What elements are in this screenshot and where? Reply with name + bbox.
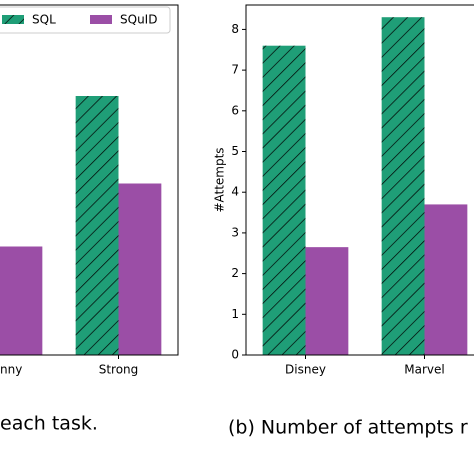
legend-hatch [2, 15, 24, 24]
bar-hatch [75, 96, 119, 355]
bar-hatch [262, 45, 306, 356]
x-tick-label: nny [0, 363, 22, 377]
y-tick-label: 0 [231, 348, 239, 362]
caption: (b) Number of attempts r [228, 417, 468, 439]
bar-hatch [381, 17, 425, 356]
y-tick-label: 5 [231, 144, 239, 158]
y-axis-label: #Attempts [213, 147, 227, 212]
y-tick-label: 8 [231, 22, 239, 36]
x-tick-label: Strong [99, 363, 139, 377]
plot-frame [245, 4, 474, 356]
bar [305, 247, 349, 355]
caption: each task. [0, 413, 98, 435]
bar [118, 183, 162, 355]
y-tick-label: 7 [231, 63, 239, 77]
legend-label: SQL [32, 13, 56, 27]
bar [424, 204, 468, 355]
y-tick-label: 6 [231, 103, 239, 117]
legend-label: SQuID [120, 13, 157, 27]
y-tick-label: 3 [231, 225, 239, 239]
y-tick-label: 1 [231, 307, 239, 321]
legend-box [0, 6, 171, 34]
x-tick-label: Marvel [404, 363, 444, 377]
y-tick-label: 4 [231, 185, 239, 199]
bar [0, 246, 43, 355]
plot-frame [0, 4, 179, 356]
y-tick-label: 2 [231, 266, 239, 280]
x-tick-label: Disney [285, 363, 326, 377]
legend-swatch [90, 15, 112, 24]
